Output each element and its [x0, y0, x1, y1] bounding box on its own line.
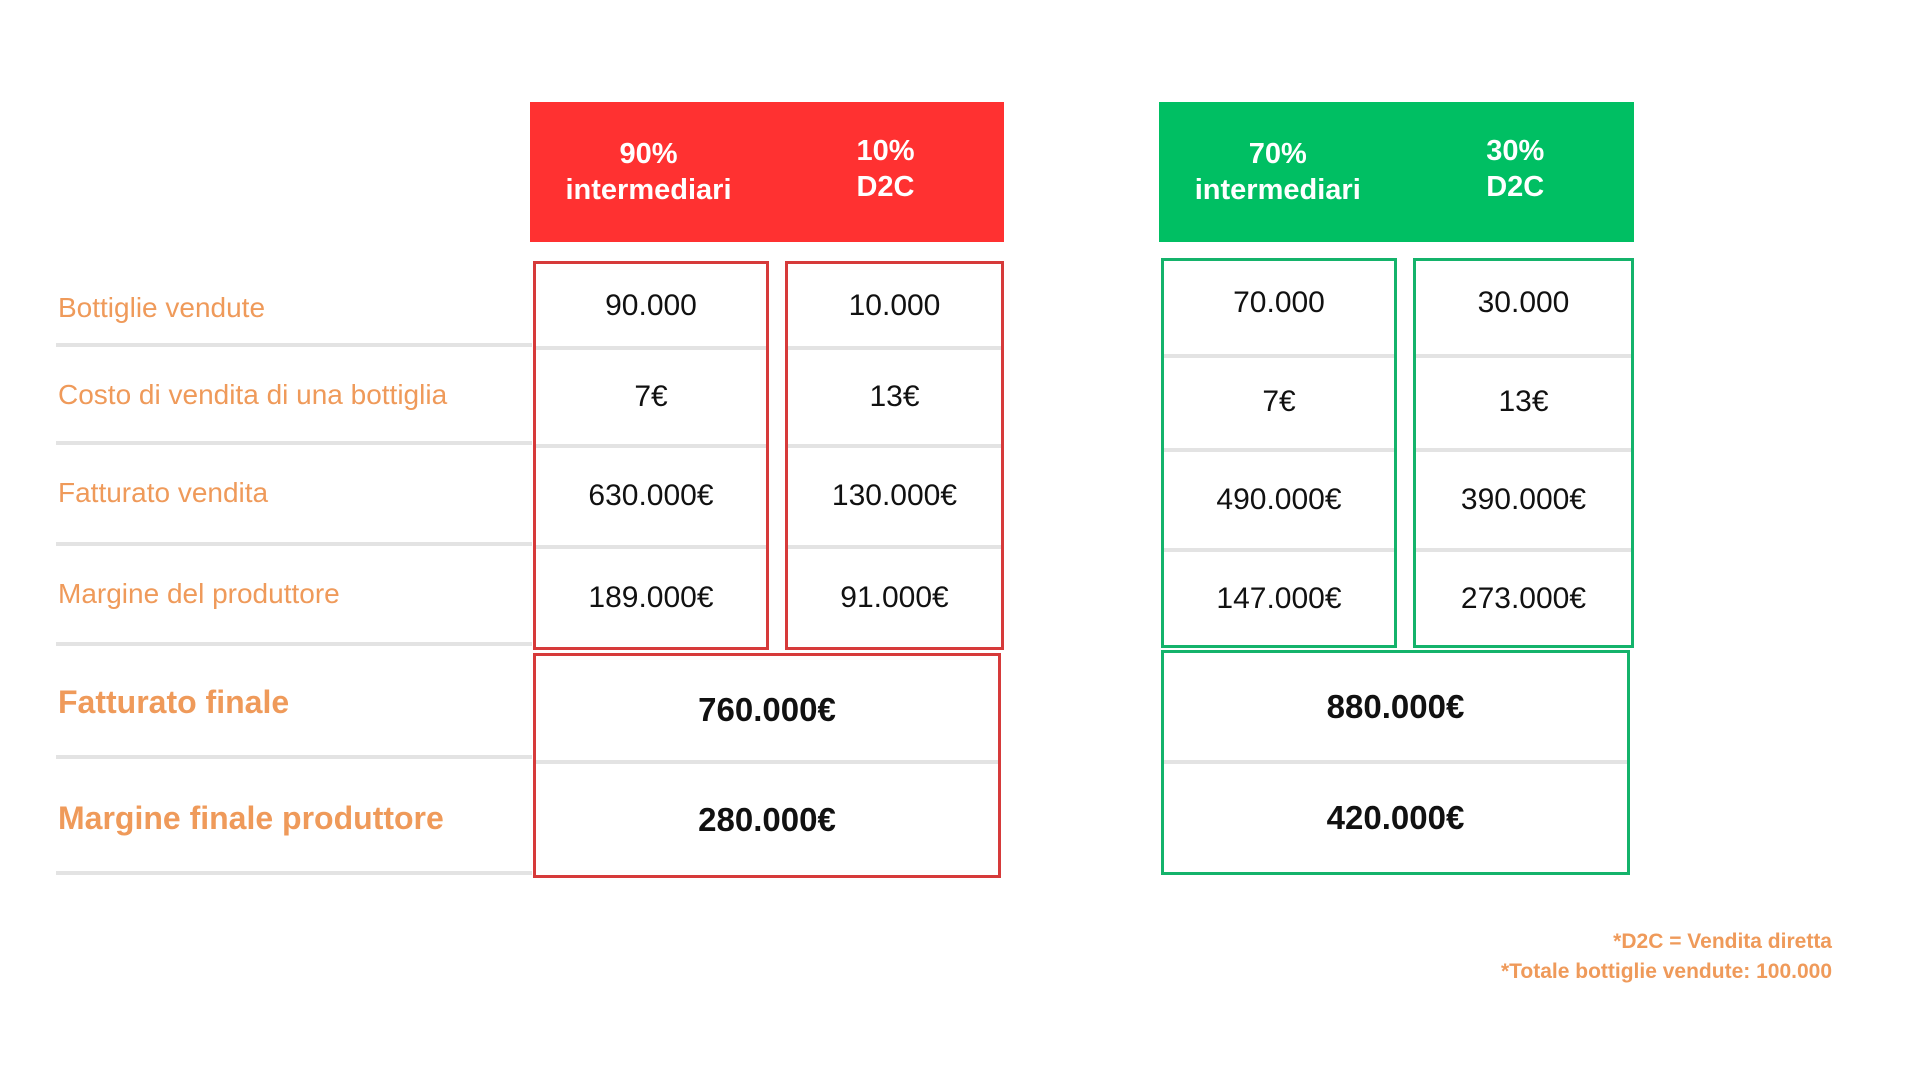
cell-divider [1416, 548, 1631, 552]
scenario-2-header: 70% intermediari 30% D2C [1159, 102, 1634, 242]
scenario-2-col-1-values: 70.000 7€ 490.000€ 147.000€ [1161, 258, 1397, 648]
cell-divider [788, 346, 1001, 350]
row-label-fatturato-finale: Fatturato finale [58, 684, 290, 720]
value-cell: 147.000€ [1216, 582, 1342, 615]
value-cell: 91.000€ [840, 581, 949, 614]
value-cell: 130.000€ [831, 479, 958, 512]
value-cell: 90.000 [605, 289, 697, 322]
header-pct: 70% [1248, 138, 1307, 170]
total-revenue-value: 880.000€ [1326, 688, 1465, 725]
scenario-1-col-2-values: 10.000 13€ 130.000€ 91.000€ [785, 261, 1004, 650]
header-pct: 10% [856, 135, 915, 167]
row-label-margine: Margine del produttore [58, 578, 340, 609]
value-cell: 10.000 [848, 289, 941, 322]
value-cell: 7€ [634, 380, 668, 413]
scenario-2-totals: 880.000€ 420.000€ [1161, 650, 1630, 875]
value-cell: 189.000€ [588, 581, 714, 614]
cell-divider [1164, 448, 1394, 452]
total-revenue-value: 760.000€ [698, 691, 836, 728]
value-cell: 13€ [869, 380, 920, 413]
header-name: intermediari [1194, 174, 1361, 206]
header-name: intermediari [565, 174, 732, 206]
value-cell: 490.000€ [1216, 483, 1342, 516]
value-cell: 70.000 [1233, 286, 1325, 319]
value-cell: 30.000 [1477, 286, 1570, 319]
row-label-margine-finale: Margine finale produttore [58, 800, 444, 836]
cell-divider [536, 545, 766, 549]
value-cell: 630.000€ [588, 479, 714, 512]
value-cell: 390.000€ [1460, 483, 1587, 516]
header-name: D2C [856, 171, 915, 203]
cell-divider [1164, 760, 1627, 764]
header-pct: 30% [1486, 135, 1545, 167]
cell-divider [788, 444, 1001, 448]
row-label-costo: Costo di vendita di una bottiglia [58, 379, 448, 410]
cell-divider [1164, 354, 1394, 358]
row-divider [56, 642, 532, 646]
total-margin-value: 420.000€ [1326, 799, 1465, 836]
value-cell: 7€ [1262, 385, 1296, 418]
total-margin-value: 280.000€ [698, 800, 836, 838]
cell-divider [536, 444, 766, 448]
scenario-1-col-1-values: 90.000 7€ 630.000€ 189.000€ [533, 261, 769, 650]
row-divider [56, 441, 532, 445]
value-cell: 13€ [1498, 385, 1549, 418]
scenario-1-totals: 760.000€ 280.000€ [533, 653, 1001, 878]
scenario-1-header: 90% intermediari 10% D2C [530, 102, 1004, 242]
value-cell: 273.000€ [1460, 582, 1587, 615]
row-label-bottiglie: Bottiglie vendute [58, 292, 266, 323]
row-label-fatturato: Fatturato vendita [58, 477, 269, 508]
cell-divider [536, 346, 766, 350]
footnote-total-bottles: *Totale bottiglie vendute: 100.000 [1500, 960, 1832, 983]
scenario-2-col-2-header: 30% D2C [1397, 96, 1635, 242]
scenario-1-col-1-header: 90% intermediari [530, 102, 767, 242]
row-divider [56, 871, 532, 875]
cell-divider [1164, 548, 1394, 552]
header-name: D2C [1486, 171, 1545, 203]
cell-divider [1416, 354, 1631, 358]
header-pct: 90% [619, 138, 678, 170]
cell-divider [536, 760, 998, 764]
row-divider [56, 755, 532, 759]
cell-divider [1416, 448, 1631, 452]
scenario-1-col-2-header: 10% D2C [767, 96, 1004, 242]
row-divider [56, 542, 532, 546]
footnote-d2c: *D2C = Vendita diretta [1613, 930, 1832, 953]
cell-divider [788, 545, 1001, 549]
scenario-2-col-2-values: 30.000 13€ 390.000€ 273.000€ [1413, 258, 1634, 648]
scenario-2-col-1-header: 70% intermediari [1159, 102, 1397, 242]
row-divider [56, 343, 532, 347]
